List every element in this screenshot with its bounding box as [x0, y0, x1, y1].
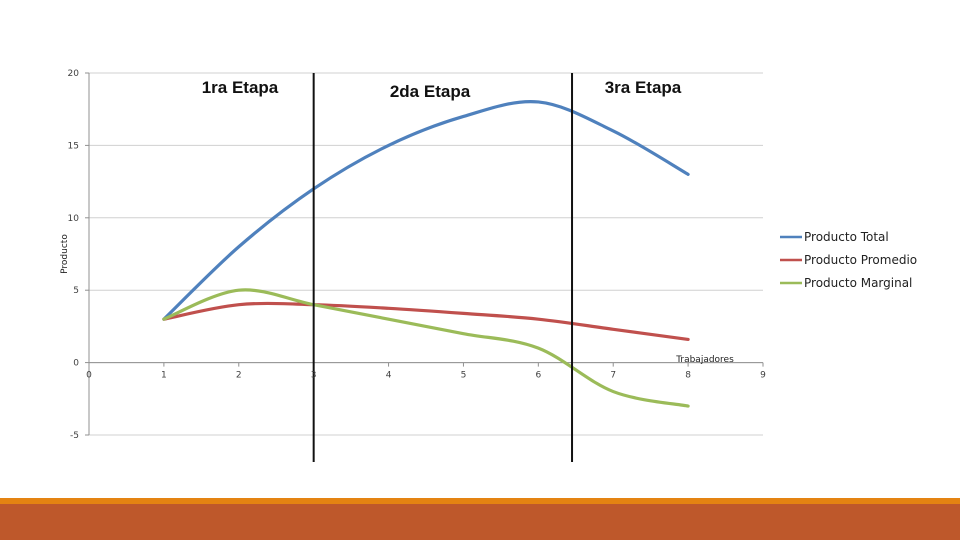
footer-bar: [0, 504, 960, 540]
legend-label-total: Producto Total: [804, 230, 889, 244]
tick-labels: -5 0 5 10 15 20 0 1 2 3 4 5 6 7 8 9: [68, 69, 767, 441]
y-tick-label: 0: [73, 359, 79, 369]
stage-label-2: 2da Etapa: [390, 82, 471, 101]
legend-label-promedio: Producto Promedio: [804, 253, 917, 267]
x-tick-label: 6: [535, 371, 541, 381]
series-producto-promedio: [162, 301, 690, 342]
x-axis-title: Trabajadores: [675, 355, 734, 365]
stage-label-1: 1ra Etapa: [202, 78, 279, 97]
y-tick-label: 20: [68, 69, 80, 79]
x-tick-label: 1: [161, 371, 167, 381]
y-axis-title: Producto: [60, 234, 70, 274]
x-tick-label: 3: [311, 371, 317, 381]
axes: [85, 72, 764, 436]
series-lines: [162, 99, 690, 408]
stage-label-3: 3ra Etapa: [605, 78, 682, 97]
legend-label-marginal: Producto Marginal: [804, 276, 912, 290]
production-chart: -5 0 5 10 15 20 0 1 2 3 4 5 6 7 8 9 1ra Etapa 2da Etapa…: [60, 69, 917, 462]
x-tick-label: 2: [236, 371, 242, 381]
y-tick-label: 5: [73, 286, 79, 296]
x-tick-label: 4: [386, 371, 392, 381]
x-tick-label: 9: [760, 371, 766, 381]
stage-dividers: [312, 73, 574, 462]
gridlines: [89, 72, 763, 436]
y-tick-label: 15: [68, 141, 79, 151]
series-producto-marginal: [162, 288, 690, 408]
series-producto-total: [162, 99, 690, 321]
x-tick-label: 7: [610, 371, 616, 381]
x-tick-label: 5: [461, 371, 467, 381]
y-tick-label: -5: [70, 431, 79, 441]
legend: Producto Total Producto Promedio Product…: [780, 230, 917, 290]
footer-accent-stripe: [0, 498, 960, 504]
x-tick-label: 0: [86, 371, 92, 381]
y-tick-label: 10: [68, 214, 80, 224]
x-tick-label: 8: [685, 371, 691, 381]
